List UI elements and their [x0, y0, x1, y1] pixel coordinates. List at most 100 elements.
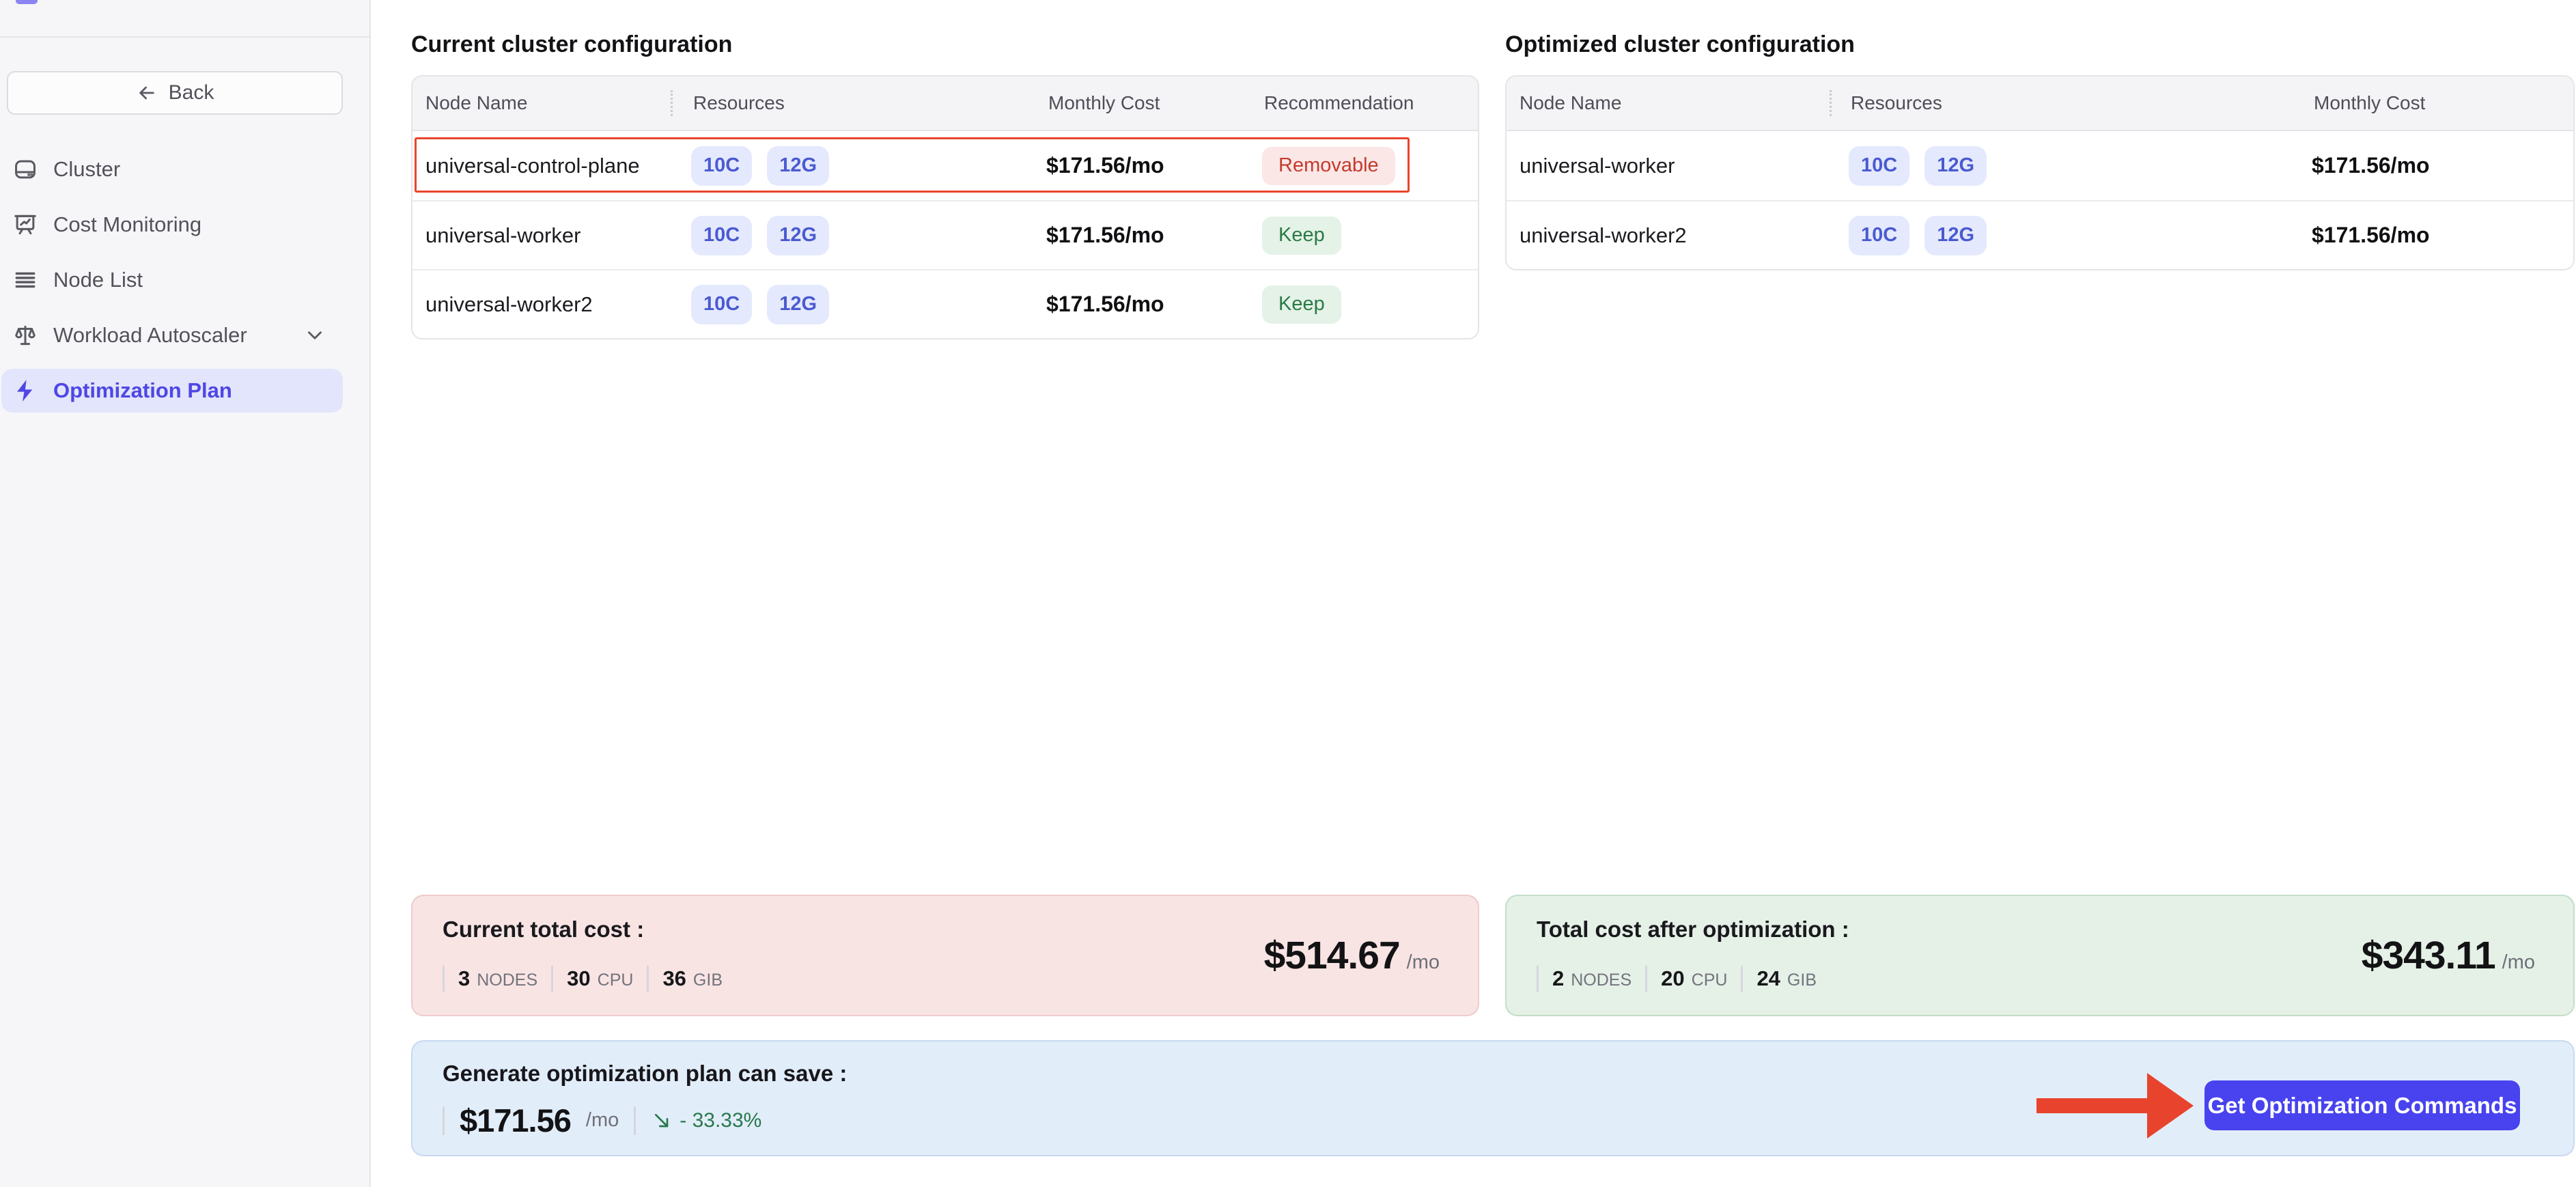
cpu-count: 30: [567, 966, 590, 991]
stat-divider: [647, 966, 649, 992]
total-price: $514.67: [1264, 933, 1400, 978]
memory-count: 36: [662, 966, 686, 991]
node-name: universal-worker: [1507, 154, 1830, 178]
stat-divider: [1741, 966, 1743, 992]
cluster-stats: 2 NODES 20 CPU 24 GIB: [1537, 966, 1849, 992]
column-header-resources: Resources: [1832, 92, 2307, 114]
back-button[interactable]: Back: [7, 71, 343, 115]
recommendation-badge: Removable: [1262, 147, 1395, 185]
table-row[interactable]: universal-worker 10C 12G $171.56/mo Keep: [412, 200, 1478, 269]
table-row[interactable]: universal-worker 10C 12G $171.56/mo: [1507, 131, 2573, 200]
trending-down-icon: [651, 1110, 673, 1132]
column-header-monthly-cost: Monthly Cost: [1041, 92, 1259, 114]
current-configuration-section: Current cluster configuration Node Name …: [411, 0, 1479, 1187]
recommendation-badge: Keep: [1262, 217, 1341, 255]
sidebar-item-cluster[interactable]: Cluster: [1, 148, 343, 191]
sidebar-item-node-list[interactable]: Node List: [1, 258, 343, 302]
card-title: Current total cost :: [443, 917, 723, 942]
current-total-cost-card: Current total cost : 3NODES 30CPU 36GIB …: [411, 895, 1479, 1016]
list-icon: [12, 267, 38, 293]
column-header-monthly-cost: Monthly Cost: [2307, 92, 2573, 114]
bolt-icon: [12, 378, 38, 404]
savings-percent: - 33.33%: [680, 1109, 761, 1132]
back-button-label: Back: [169, 81, 214, 104]
node-name: universal-worker2: [412, 292, 671, 317]
recommendation-badge: Keep: [1262, 285, 1341, 324]
sidebar-item-cost-monitoring[interactable]: Cost Monitoring: [1, 203, 343, 247]
app-logo: [16, 0, 38, 4]
cpu-badge: 10C: [691, 216, 752, 255]
sidebar-item-workload-autoscaler[interactable]: Workload Autoscaler: [1, 313, 343, 357]
sidebar-item-label: Optimization Plan: [53, 378, 232, 403]
main-content: Current cluster configuration Node Name …: [372, 0, 2576, 1187]
table-row[interactable]: universal-worker2 10C 12G $171.56/mo: [1507, 200, 2573, 269]
get-optimization-commands-button[interactable]: Get Optimization Commands: [2204, 1080, 2520, 1130]
memory-label: GIB: [693, 970, 723, 990]
server-icon: [12, 156, 38, 182]
price-period: /mo: [2502, 951, 2535, 974]
cpu-badge: 10C: [1849, 216, 1909, 255]
stat-divider: [551, 966, 553, 992]
node-name: universal-control-plane: [412, 154, 671, 178]
sidebar-item-label: Node List: [53, 268, 143, 292]
sidebar-divider: [0, 36, 369, 38]
monthly-cost: $171.56/mo: [1039, 292, 1257, 317]
cpu-count: 20: [1661, 966, 1684, 991]
cluster-stats: 3NODES 30CPU 36GIB: [443, 966, 723, 992]
cpu-label: CPU: [1692, 970, 1728, 990]
optimized-total-cost-card: Total cost after optimization : 2 NODES 2…: [1505, 895, 2575, 1016]
nodes-count: 3: [458, 966, 470, 991]
memory-badge: 12G: [1924, 216, 1987, 255]
column-header-node-name: Node Name: [1507, 92, 1830, 114]
monthly-cost: $171.56/mo: [2305, 223, 2573, 248]
column-header-resources: Resources: [673, 92, 1041, 114]
memory-count: 24: [1756, 966, 1780, 991]
optimized-config-title: Optimized cluster configuration: [1505, 31, 1855, 58]
table-header: Node Name Resources Monthly Cost: [1507, 76, 2573, 131]
current-config-title: Current cluster configuration: [411, 31, 732, 58]
monthly-cost: $171.56/mo: [1039, 153, 1257, 178]
node-name: universal-worker2: [1507, 223, 1830, 248]
back-arrow-icon: [136, 82, 158, 104]
optimized-configuration-section: Optimized cluster configuration Node Nam…: [1505, 0, 2575, 1187]
sidebar-item-label: Workload Autoscaler: [53, 323, 247, 348]
savings-period: /mo: [586, 1109, 619, 1132]
stat-divider: [634, 1106, 636, 1135]
sidebar-item-optimization-plan[interactable]: Optimization Plan: [1, 369, 343, 413]
nodes-label: NODES: [1571, 970, 1632, 990]
current-config-table: Node Name Resources Monthly Cost Recomme…: [411, 75, 1479, 339]
node-name: universal-worker: [412, 223, 671, 248]
column-header-recommendation: Recommendation: [1259, 92, 1478, 114]
savings-amount: $171.56: [460, 1102, 571, 1139]
sidebar-nav: Cluster Cost Monitoring Node List Worklo…: [1, 148, 343, 413]
memory-badge: 12G: [767, 285, 829, 324]
sidebar-item-label: Cluster: [53, 157, 120, 182]
cpu-label: CPU: [598, 970, 634, 990]
memory-badge: 12G: [767, 216, 829, 255]
cpu-badge: 10C: [691, 285, 752, 324]
total-price: $343.11: [2362, 933, 2495, 978]
scale-icon: [12, 322, 38, 348]
cpu-badge: 10C: [1849, 146, 1909, 186]
card-title: Total cost after optimization :: [1537, 917, 1849, 942]
sidebar-item-label: Cost Monitoring: [53, 212, 201, 237]
savings-percent-group: - 33.33%: [651, 1109, 761, 1132]
optimization-plan-page: Back Cluster Cost Monitoring Node List: [0, 0, 2576, 1187]
table-header: Node Name Resources Monthly Cost Recomme…: [412, 76, 1478, 131]
table-row[interactable]: universal-worker2 10C 12G $171.56/mo Kee…: [412, 269, 1478, 338]
memory-badge: 12G: [1924, 146, 1987, 186]
sidebar: Back Cluster Cost Monitoring Node List: [0, 0, 371, 1187]
memory-badge: 12G: [767, 146, 829, 186]
memory-label: GIB: [1787, 970, 1817, 990]
cpu-badge: 10C: [691, 146, 752, 186]
monthly-cost: $171.56/mo: [2305, 153, 2573, 178]
optimized-config-table: Node Name Resources Monthly Cost univers…: [1505, 75, 2575, 270]
savings-banner: Generate optimization plan can save : $1…: [411, 1040, 2575, 1156]
table-row[interactable]: universal-control-plane 10C 12G $171.56/…: [412, 131, 1478, 200]
price-period: /mo: [1407, 951, 1440, 974]
stat-divider: [1645, 966, 1647, 992]
monthly-cost: $171.56/mo: [1039, 223, 1257, 248]
chevron-down-icon[interactable]: [303, 324, 326, 347]
stat-divider: [443, 1106, 445, 1135]
nodes-count: 2: [1552, 966, 1564, 991]
